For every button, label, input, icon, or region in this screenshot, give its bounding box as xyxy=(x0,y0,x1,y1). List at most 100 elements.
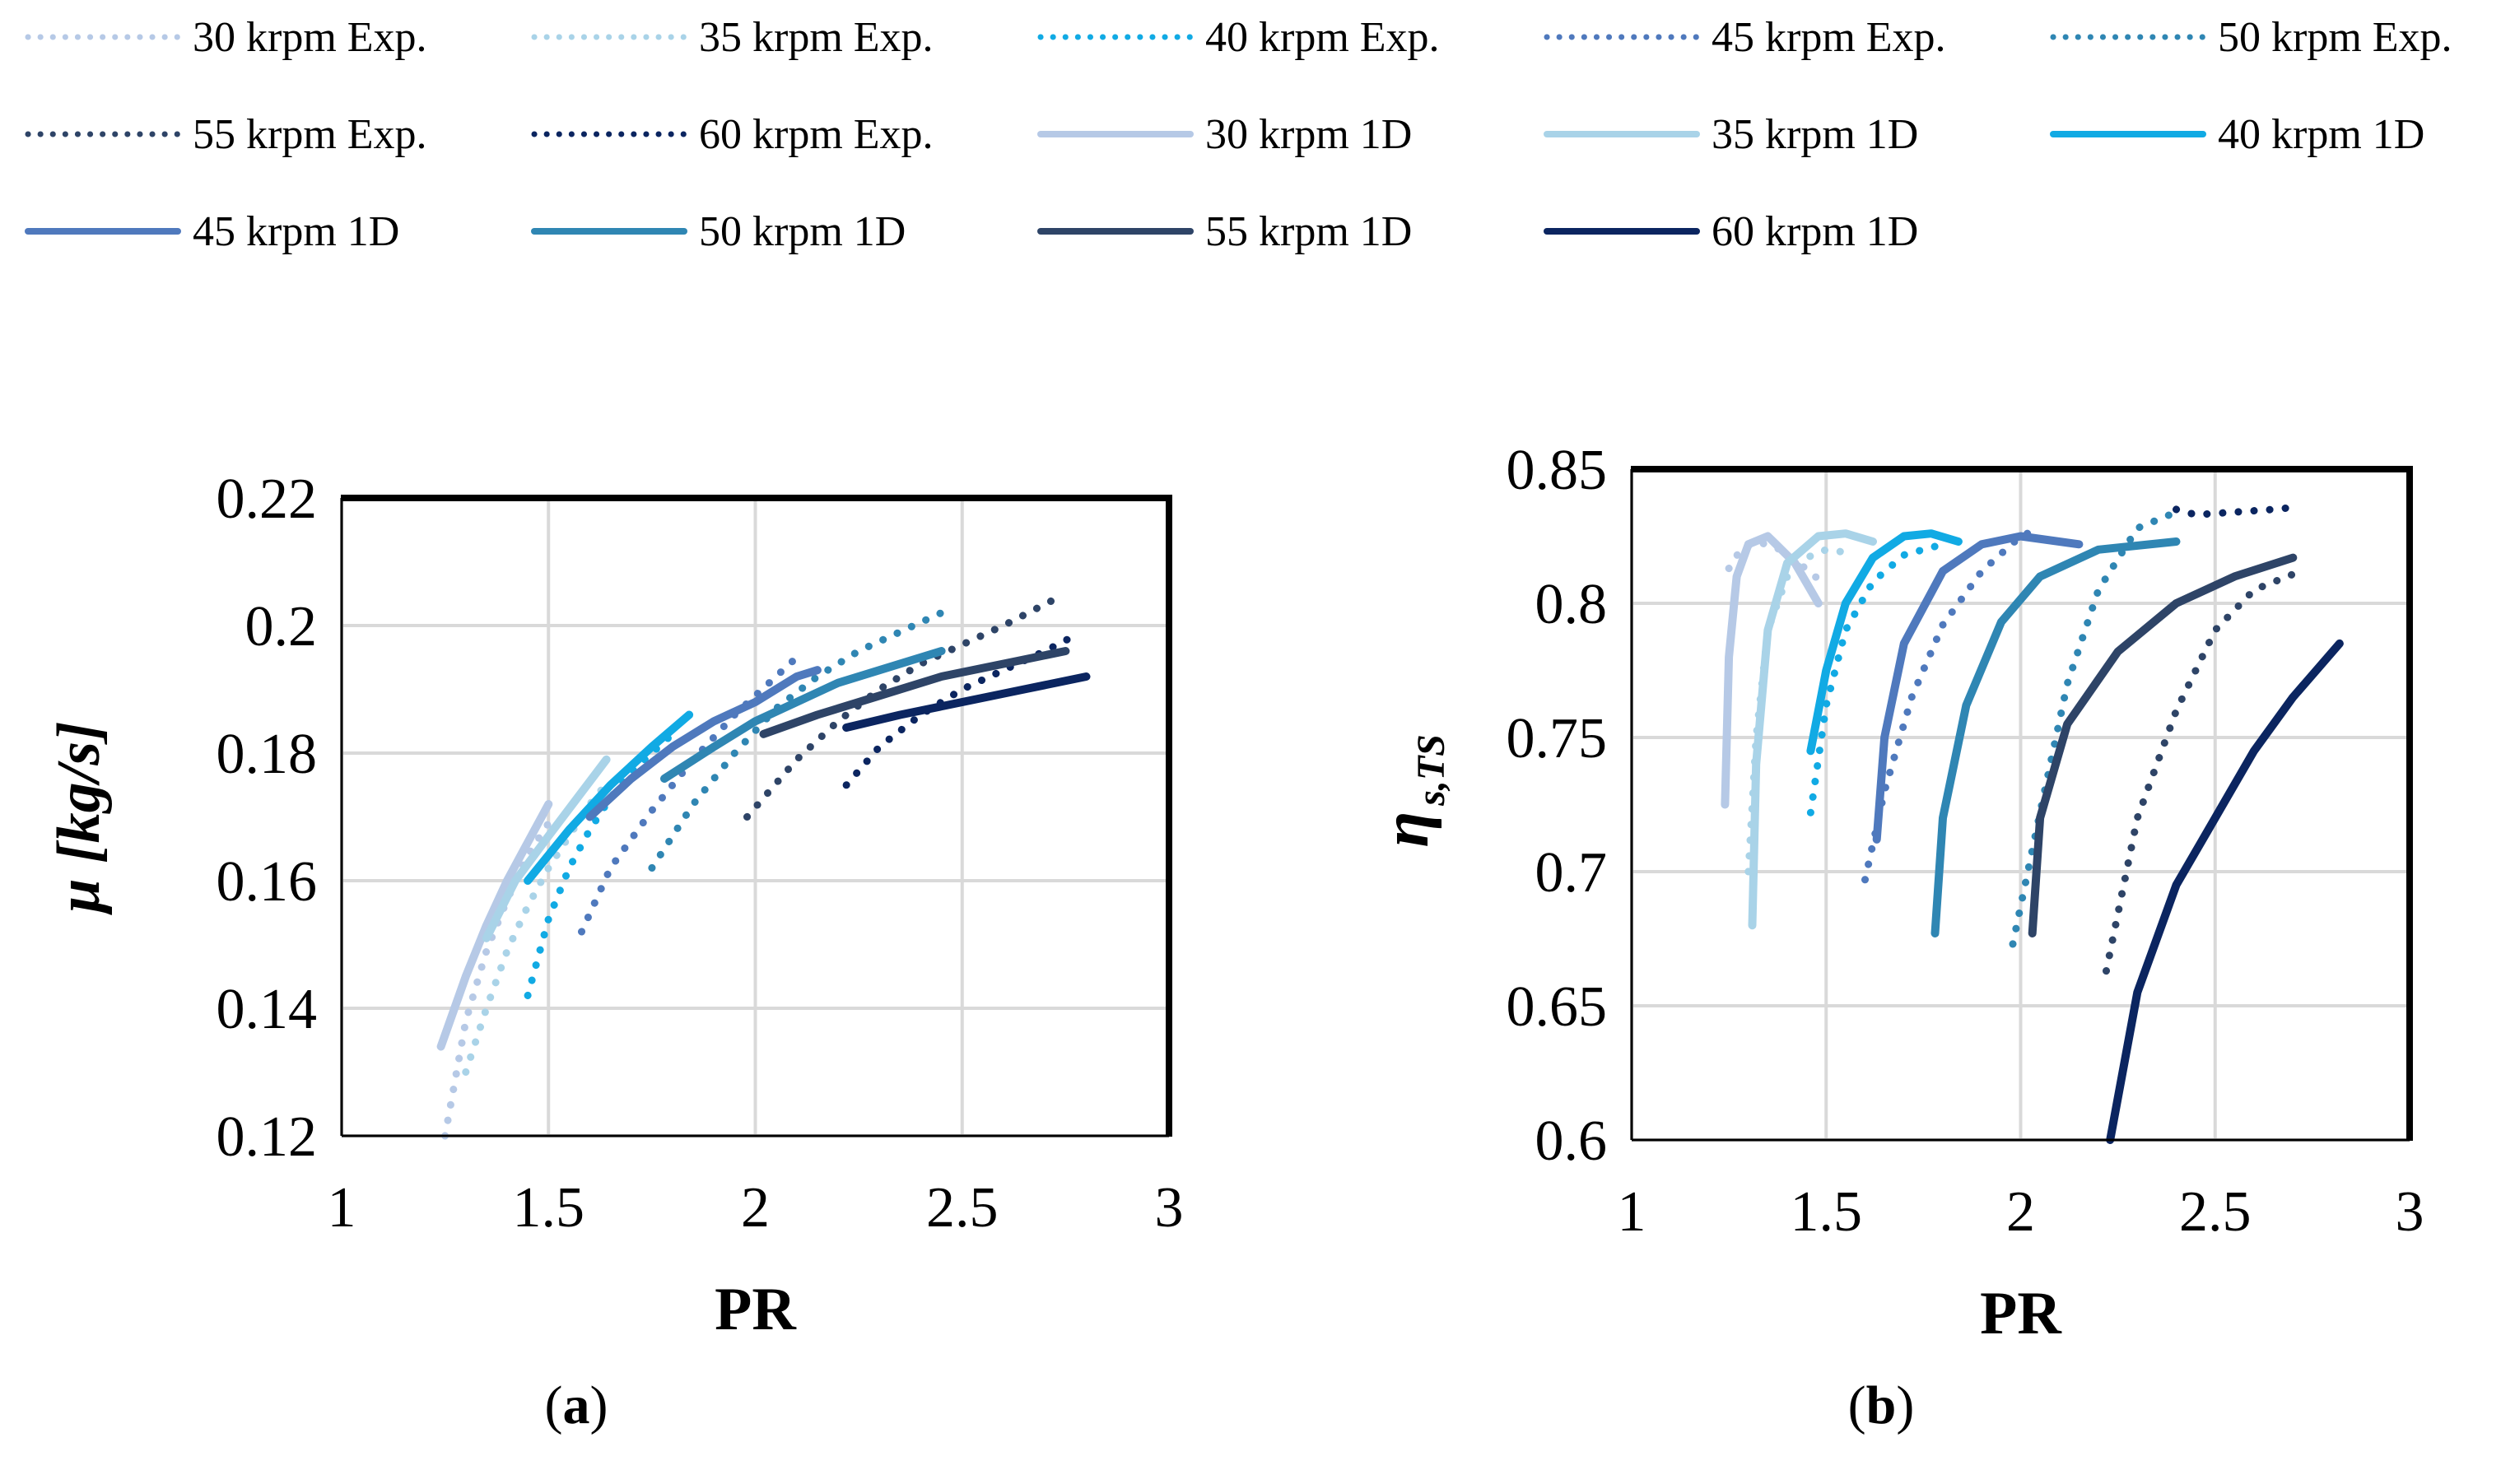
legend-swatch-45-krpm-exp xyxy=(1544,34,1700,40)
legend-swatch-45-krpm-1d xyxy=(25,228,181,235)
legend-swatch-35-krpm-exp xyxy=(531,34,687,40)
legend-label: 35 krpm 1D xyxy=(1712,110,1919,158)
chart-b-series-40-krpm-exp xyxy=(1806,540,1947,816)
chart-b-series-40-krpm-1d xyxy=(1806,529,1963,756)
legend-label: 60 krpm 1D xyxy=(1712,207,1919,255)
chart-b-series-60-krpm-exp xyxy=(2173,503,2305,519)
legend-swatch-60-krpm-1d xyxy=(1544,228,1700,235)
caption-b-open: ( xyxy=(1847,1375,1866,1435)
legend-label: 35 krpm Exp. xyxy=(699,13,934,61)
legend-label: 55 krpm 1D xyxy=(1205,207,1413,255)
chart-a-series-50-krpm-1d xyxy=(660,647,946,783)
chart-a-ytick-label: 0.12 xyxy=(217,1105,318,1169)
legend-item-40-krpm-1d: 40 krpm 1D xyxy=(2050,109,2424,159)
legend-item-50-krpm-exp: 50 krpm Exp. xyxy=(2050,12,2452,62)
chart-a-series-35-krpm-exp xyxy=(462,775,615,1076)
chart-a-ytick-label: 0.16 xyxy=(217,850,318,914)
caption-b: (b) xyxy=(1799,1375,1963,1437)
legend-swatch-35-krpm-1d xyxy=(1544,131,1700,137)
legend-label: 45 krpm Exp. xyxy=(1712,13,1946,61)
caption-a: (a) xyxy=(494,1375,659,1437)
chart-b-series-55-krpm-exp xyxy=(2103,567,2305,975)
chart-b-ytick-label: 0.75 xyxy=(1507,707,1608,770)
chart-a-xtick-label: 2 xyxy=(741,1176,770,1240)
legend-swatch-40-krpm-1d xyxy=(2050,131,2206,137)
chart-a-ytick-label: 0.18 xyxy=(217,723,318,786)
chart-b-series-50-krpm-1d xyxy=(1930,537,2181,937)
chart-a-xtick-label: 2.5 xyxy=(926,1176,999,1240)
chart-a-xlabel: PR xyxy=(715,1276,797,1343)
chart-panel-b: 1 1.5 2 2.5 3 0.6 0.65 0.7 0.75 0.8 0.85 PR η s,TS xyxy=(1250,0,2501,1480)
legend-label: 50 krpm Exp. xyxy=(2218,13,2452,61)
chart-a-series-40-krpm-1d xyxy=(524,710,694,885)
caption-a-letter: a xyxy=(562,1375,590,1435)
chart-b-xlabel: PR xyxy=(1980,1280,2062,1347)
legend-item-60-krpm-exp: 60 krpm Exp. xyxy=(531,109,934,159)
legend-item-50-krpm-1d: 50 krpm 1D xyxy=(531,207,906,256)
legend-swatch-30-krpm-exp xyxy=(25,34,181,40)
legend-label: 40 krpm 1D xyxy=(2218,110,2425,158)
legend-swatch-30-krpm-1d xyxy=(1037,131,1194,137)
chart-a-series-55-krpm-1d xyxy=(759,647,1070,738)
chart-a-ytick-label: 0.22 xyxy=(217,468,318,531)
chart-a-ytick-label: 0.2 xyxy=(245,595,318,658)
legend-swatch-40-krpm-exp xyxy=(1037,34,1194,40)
chart-b-series-35-krpm-1d xyxy=(1748,529,1877,930)
chart-a-series-45-krpm-1d xyxy=(585,666,822,821)
legend-swatch-50-krpm-exp xyxy=(2050,34,2206,40)
chart-a-series-35-krpm-1d xyxy=(482,755,611,942)
chart-b-ytick-label: 0.85 xyxy=(1507,439,1608,502)
legend-item-45-krpm-1d: 45 krpm 1D xyxy=(25,207,399,256)
chart-a-series-60-krpm-exp xyxy=(842,635,1074,789)
caption-b-close: ) xyxy=(1896,1375,1915,1435)
chart-a-xtick-label: 1 xyxy=(328,1176,356,1240)
chart-b-series-55-krpm-1d xyxy=(2028,553,2298,937)
chart-b-series-60-krpm-1d xyxy=(2106,639,2344,1144)
chart-b-xtick-label: 2.5 xyxy=(2179,1180,2252,1244)
chart-a-series-30-krpm-1d xyxy=(436,800,553,1051)
chart-b-series-30-krpm-exp xyxy=(1725,537,1823,584)
chart-b-ylabel: η s,TS xyxy=(1370,734,1453,847)
legend-swatch-50-krpm-1d xyxy=(531,228,687,235)
chart-b-ytick-label: 0.6 xyxy=(1535,1110,1608,1173)
chart-b-ytick-label: 0.65 xyxy=(1507,975,1608,1039)
legend-item-35-krpm-exp: 35 krpm Exp. xyxy=(531,12,934,62)
legend-label: 60 krpm Exp. xyxy=(699,110,934,158)
chart-b-xtick-label: 2 xyxy=(2006,1180,2035,1244)
chart-a-series-60-krpm-1d xyxy=(842,672,1091,732)
legend-item-30-krpm-1d: 30 krpm 1D xyxy=(1037,109,1412,159)
caption-b-letter: b xyxy=(1865,1375,1897,1435)
legend-swatch-55-krpm-exp xyxy=(25,131,181,137)
chart-b-xtick-label: 1.5 xyxy=(1791,1180,1863,1244)
chart-b-ytick-label: 0.7 xyxy=(1535,841,1608,905)
legend-swatch-60-krpm-exp xyxy=(531,131,687,137)
chart-b-svg: 1 1.5 2 2.5 3 0.6 0.65 0.7 0.75 0.8 0.85 PR η s,TS xyxy=(1370,439,2424,1347)
legend-item-55-krpm-1d: 55 krpm 1D xyxy=(1037,207,1412,256)
chart-a-ytick-label: 0.14 xyxy=(217,978,318,1041)
chart-a-series-55-krpm-exp xyxy=(743,596,1057,821)
legend-label: 50 krpm 1D xyxy=(699,207,906,255)
legend-item-30-krpm-exp: 30 krpm Exp. xyxy=(25,12,427,62)
chart-b-series-30-krpm-1d xyxy=(1721,532,1823,809)
chart-b-xtick-label: 1 xyxy=(1618,1180,1646,1244)
legend: 30 krpm Exp. 35 krpm Exp. 40 krpm Exp. 45 k… xyxy=(0,0,2501,305)
chart-b-series-45-krpm-1d xyxy=(1872,532,2084,844)
chart-b-ylabel-sub: s,TS xyxy=(1409,734,1453,807)
chart-a-ylabel: μ [kg/s] xyxy=(45,721,113,915)
legend-item-35-krpm-1d: 35 krpm 1D xyxy=(1544,109,1918,159)
legend-label: 30 krpm Exp. xyxy=(193,13,427,61)
caption-a-open: ( xyxy=(544,1375,563,1435)
chart-a-xtick-label: 3 xyxy=(1155,1176,1184,1240)
chart-a-series-50-krpm-exp xyxy=(648,609,946,872)
chart-a-xtick-label: 1.5 xyxy=(513,1176,585,1240)
legend-label: 30 krpm 1D xyxy=(1205,110,1413,158)
legend-item-45-krpm-exp: 45 krpm Exp. xyxy=(1544,12,1946,62)
legend-item-55-krpm-exp: 55 krpm Exp. xyxy=(25,109,427,159)
caption-a-close: ) xyxy=(589,1375,608,1435)
legend-swatch-55-krpm-1d xyxy=(1037,228,1194,235)
chart-b-ytick-label: 0.8 xyxy=(1535,573,1608,636)
legend-item-40-krpm-exp: 40 krpm Exp. xyxy=(1037,12,1440,62)
chart-b-xtick-label: 3 xyxy=(2396,1180,2424,1244)
legend-label: 40 krpm Exp. xyxy=(1205,13,1440,61)
chart-panel-a: 1 1.5 2 2.5 3 0.12 0.14 0.16 0.18 0.2 0.22 PR μ [kg/… xyxy=(0,0,1250,1480)
